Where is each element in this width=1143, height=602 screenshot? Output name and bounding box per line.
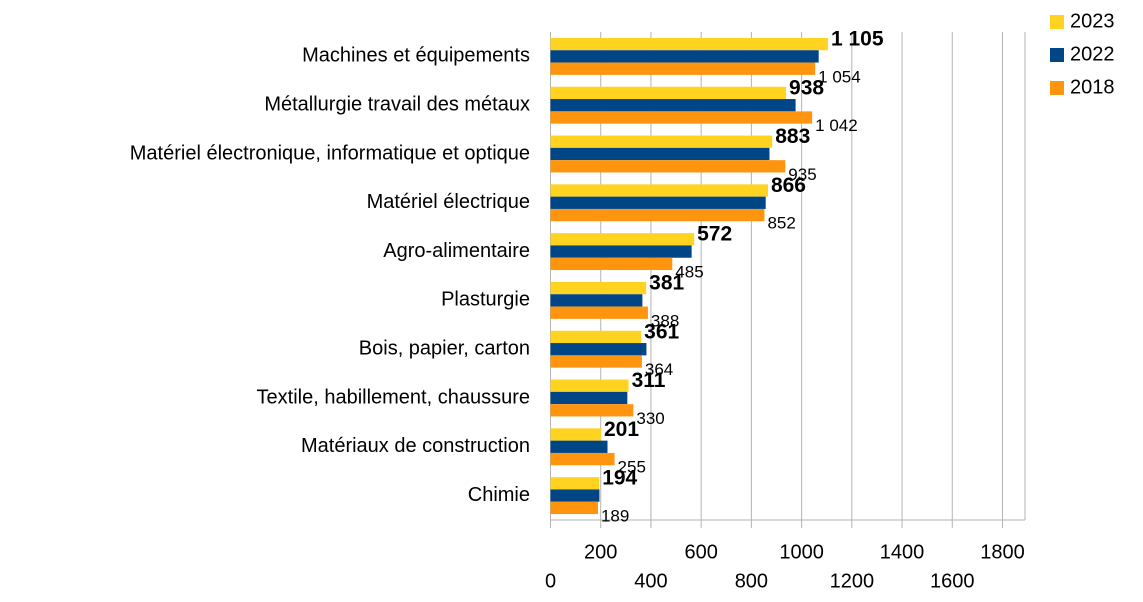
data-label: 194 <box>602 467 637 490</box>
bar <box>550 330 642 344</box>
y-tick-label: Bois, papier, carton <box>359 337 530 359</box>
legend-label: 2022 <box>1070 43 1115 65</box>
data-label: 311 <box>632 369 666 392</box>
x-tick-label: 1600 <box>930 570 975 592</box>
bar <box>550 281 647 295</box>
bar <box>550 452 615 466</box>
bar <box>550 343 647 356</box>
legend-label: 2018 <box>1070 76 1115 98</box>
bar <box>550 245 692 258</box>
legend-swatch <box>1050 15 1064 29</box>
legend-swatch <box>1050 48 1064 62</box>
bar <box>550 440 608 453</box>
bar <box>550 196 766 209</box>
bar <box>550 477 600 490</box>
data-label: 381 <box>649 271 684 294</box>
data-label: 1 054 <box>818 67 861 86</box>
data-label: 330 <box>636 409 664 428</box>
bar <box>550 111 813 124</box>
bar <box>550 501 598 515</box>
y-tick-label: Agro-alimentaire <box>383 240 530 262</box>
bar <box>550 428 601 441</box>
data-label: 572 <box>697 223 732 246</box>
bar <box>550 294 643 307</box>
y-tick-label: Matériaux de construction <box>301 435 530 457</box>
y-tick-label: Matériel électronique, informatique et o… <box>130 142 530 164</box>
bar <box>550 147 770 161</box>
data-label: 1 105 <box>831 27 884 50</box>
data-label: 866 <box>771 174 806 197</box>
data-label: 388 <box>651 311 679 330</box>
bar <box>550 86 787 100</box>
bar <box>550 404 634 417</box>
x-tick-label: 800 <box>735 570 768 592</box>
bar <box>550 208 765 222</box>
bar <box>550 135 773 148</box>
bar <box>550 489 600 502</box>
data-label: 485 <box>675 263 703 282</box>
data-label: 201 <box>604 418 639 441</box>
x-tick-label: 1200 <box>830 570 875 592</box>
bar <box>550 379 629 392</box>
x-tick-label: 600 <box>684 541 717 563</box>
data-label: 255 <box>618 458 646 477</box>
bar <box>550 391 628 405</box>
bar <box>550 184 768 197</box>
data-label: 935 <box>788 165 816 184</box>
x-tick-label: 400 <box>634 570 667 592</box>
x-tick-label: 1800 <box>980 541 1025 563</box>
data-label: 189 <box>601 507 629 526</box>
data-label: 1 042 <box>815 116 858 135</box>
bar <box>550 257 673 271</box>
data-label: 883 <box>775 125 810 148</box>
data-label: 364 <box>645 360 673 379</box>
bar <box>550 37 828 51</box>
y-tick-label: Chimie <box>468 484 530 506</box>
y-tick-label: Plasturgie <box>441 289 530 311</box>
bar <box>550 233 695 246</box>
legend-label: 2023 <box>1070 10 1115 32</box>
data-label: 938 <box>789 76 824 99</box>
y-tick-label: Matériel électrique <box>367 191 530 213</box>
x-tick-label: 0 <box>545 570 556 592</box>
bar <box>550 50 819 63</box>
data-label: 361 <box>644 320 679 343</box>
x-tick-label: 200 <box>584 541 617 563</box>
bar <box>550 160 786 173</box>
bar <box>550 306 648 319</box>
data-label: 852 <box>767 214 795 233</box>
y-tick-label: Machines et équipements <box>302 45 530 67</box>
bar <box>550 355 642 368</box>
y-tick-label: Métallurgie travail des métaux <box>264 93 530 115</box>
y-tick-label: Textile, habillement, chaussure <box>257 386 530 408</box>
bar <box>550 62 816 75</box>
legend-swatch <box>1050 81 1064 95</box>
x-tick-label: 1400 <box>880 541 925 563</box>
bar <box>550 99 796 112</box>
x-tick-label: 1000 <box>779 541 824 563</box>
